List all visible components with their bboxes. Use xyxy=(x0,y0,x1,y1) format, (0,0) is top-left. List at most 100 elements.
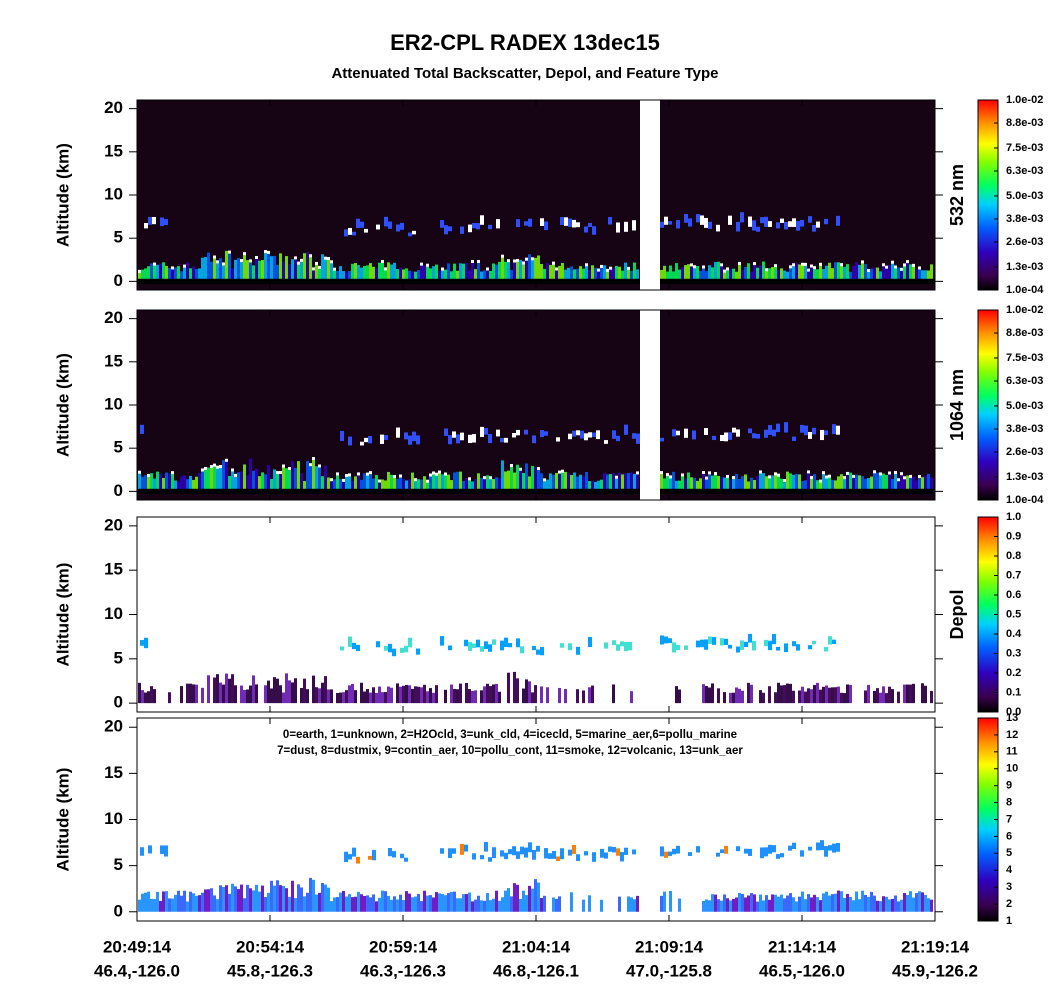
curtain-cell xyxy=(582,899,585,912)
curtain-cell xyxy=(807,270,810,282)
curtain-cell xyxy=(756,267,759,282)
curtain-cell xyxy=(572,219,576,228)
curtain-cell xyxy=(483,270,486,282)
curtain-cell xyxy=(609,266,612,270)
curtain-cell xyxy=(144,475,147,492)
curtain-cell xyxy=(696,265,699,282)
curtain-cell xyxy=(522,472,525,492)
curtain-cell xyxy=(405,684,408,704)
curtain-cell xyxy=(840,692,843,704)
curtain-cell xyxy=(810,689,813,704)
curtain-cell xyxy=(792,897,795,912)
curtain-cell xyxy=(285,468,288,492)
curtain-cell xyxy=(207,252,210,282)
curtain-cell xyxy=(909,264,912,282)
curtain-cell xyxy=(801,262,804,266)
curtain-cell xyxy=(771,894,774,912)
curtain-cell xyxy=(508,849,512,855)
curtain-cell xyxy=(831,894,834,912)
curtain-cell xyxy=(747,895,750,912)
curtain-cell xyxy=(357,474,360,492)
curtain-cell xyxy=(807,268,810,272)
curtain-cell xyxy=(836,843,840,852)
curtain-cell xyxy=(159,473,162,492)
curtain-cell xyxy=(340,430,344,441)
curtain-cell xyxy=(324,884,327,912)
curtain-image xyxy=(138,517,933,712)
curtain-cell xyxy=(255,258,258,282)
curtain-cell xyxy=(900,684,903,704)
curtain-cell xyxy=(291,880,294,912)
curtain-cell xyxy=(894,895,897,912)
curtain-cell xyxy=(228,476,231,492)
curtain-cell xyxy=(768,268,771,282)
curtain-cell xyxy=(720,687,723,704)
curtain-cell xyxy=(426,479,429,483)
curtain-cell xyxy=(760,217,764,224)
curtain-cell xyxy=(444,428,448,436)
curtain-cell xyxy=(225,250,228,282)
curtain-cell xyxy=(291,259,294,282)
curtain-cell xyxy=(837,262,840,282)
curtain-cell xyxy=(150,473,153,492)
curtain-cell xyxy=(408,435,412,445)
curtain-cell xyxy=(140,424,144,434)
curtain-cell xyxy=(339,479,342,492)
curtain-cell xyxy=(363,265,366,282)
curtain-cell xyxy=(474,899,477,912)
curtain-cell xyxy=(510,896,513,912)
curtain-cell xyxy=(909,684,912,704)
curtain-cell xyxy=(474,269,477,282)
curtain-cell xyxy=(765,476,768,492)
curtain-cell xyxy=(798,896,801,912)
curtain-cell xyxy=(918,686,921,704)
curtain-cell xyxy=(366,472,369,476)
curtain-cell xyxy=(432,266,435,282)
curtain-cell xyxy=(516,259,519,263)
curtain-cell xyxy=(496,219,500,229)
curtain-cell xyxy=(528,476,531,492)
curtain-cell xyxy=(189,475,192,492)
curtain-cell xyxy=(348,473,351,477)
curtain-cell xyxy=(801,891,804,912)
curtain-cell xyxy=(147,691,150,704)
curtain-cell xyxy=(720,263,723,267)
curtain-cell xyxy=(897,478,900,482)
curtain-cell xyxy=(357,693,360,704)
curtain-cell xyxy=(813,268,816,282)
curtain-cell xyxy=(267,252,270,282)
curtain-cell xyxy=(897,691,900,704)
colorbar-tick-label: 0.4 xyxy=(1006,628,1022,640)
curtain-cell xyxy=(276,473,279,492)
curtain-cell xyxy=(342,478,345,482)
curtain-cell xyxy=(552,850,556,859)
curtain-cell xyxy=(489,900,492,912)
colorbar-tick-label: 0.2 xyxy=(1006,667,1021,679)
curtain-cell xyxy=(492,684,495,704)
curtain-cell xyxy=(357,891,360,912)
curtain-cell xyxy=(852,476,855,492)
curtain-cell xyxy=(891,260,894,264)
curtain-cell xyxy=(882,473,885,492)
curtain-cell xyxy=(606,270,609,282)
curtain-cell xyxy=(764,429,768,438)
curtain-cell xyxy=(831,479,834,492)
curtain-cell xyxy=(824,218,828,225)
curtain-cell xyxy=(627,472,630,492)
curtain-cell xyxy=(536,649,540,655)
curtain-cell xyxy=(201,470,204,492)
curtain-cell xyxy=(282,464,285,468)
curtain-cell xyxy=(633,262,636,282)
curtain-cell xyxy=(543,478,546,482)
curtain-cell xyxy=(762,261,765,282)
curtain-cell xyxy=(621,270,624,282)
curtain-cell xyxy=(627,896,630,912)
curtain-cell xyxy=(453,263,456,282)
curtain-cell xyxy=(564,217,568,226)
curtain-cell xyxy=(447,263,450,282)
curtain-cell xyxy=(300,260,303,282)
curtain-cell xyxy=(486,683,489,704)
curtain-cell xyxy=(873,472,876,492)
curtain-cell xyxy=(512,846,516,856)
curtain-cell xyxy=(688,218,692,227)
